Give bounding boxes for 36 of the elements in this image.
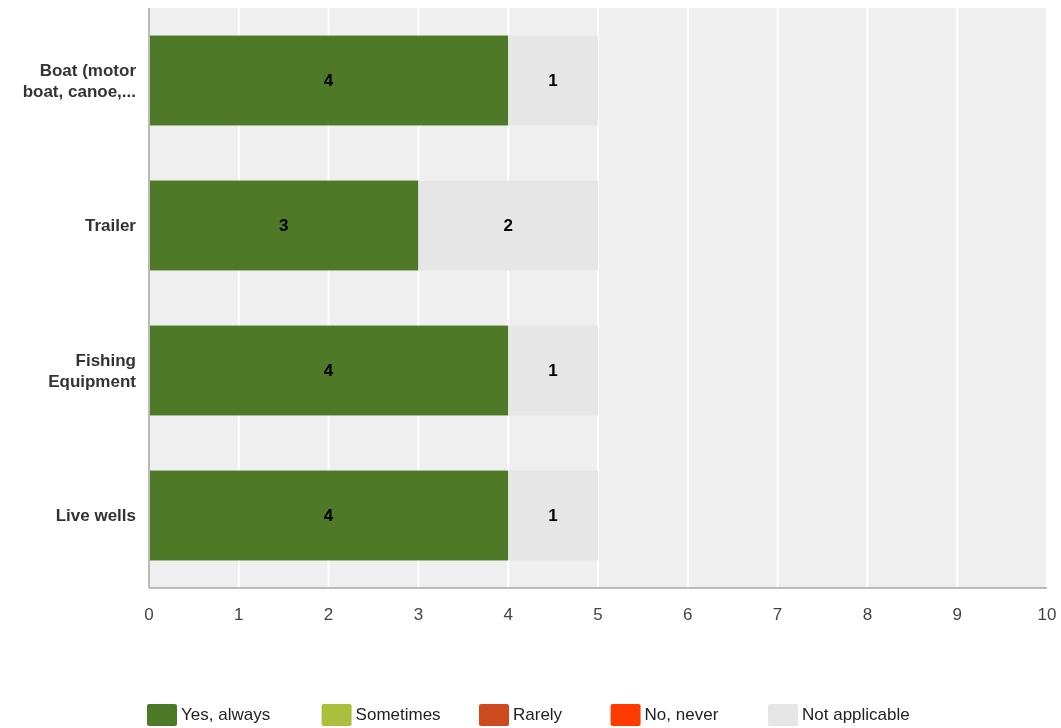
x-tick-label: 6 xyxy=(683,605,693,624)
data-label: 2 xyxy=(503,216,513,236)
legend-label: No, never xyxy=(644,704,719,724)
data-label: 4 xyxy=(323,506,334,526)
x-tick-label: 5 xyxy=(593,605,603,624)
x-tick-label: 2 xyxy=(323,605,334,624)
bar xyxy=(149,325,509,416)
data-label: 3 xyxy=(278,216,289,236)
bar xyxy=(508,325,598,416)
data-label: 4 xyxy=(323,361,334,381)
x-tick-label: 7 xyxy=(772,605,783,624)
bar xyxy=(508,470,598,561)
x-tick-label: 4 xyxy=(503,605,513,624)
x-tick-label: 3 xyxy=(413,605,424,624)
bar xyxy=(508,35,598,126)
y-tick-label: Fishing Equipment xyxy=(48,351,137,391)
bar xyxy=(149,180,419,271)
data-label: 1 xyxy=(548,506,558,526)
legend-label: Yes, always xyxy=(181,704,271,724)
y-tick-label: Boat (motor boat, canoe,... xyxy=(22,61,137,101)
y-tick-label: Trailer xyxy=(84,216,137,236)
legend-label: Not applicable xyxy=(802,704,910,724)
data-label: 1 xyxy=(548,71,558,91)
legend-label: Sometimes xyxy=(355,704,441,724)
bar xyxy=(418,180,598,271)
bar xyxy=(149,35,509,126)
bar xyxy=(149,470,509,561)
x-tick-label: 9 xyxy=(952,605,962,624)
y-tick-label: Live wells xyxy=(55,506,136,526)
legend-label: Rarely xyxy=(513,704,563,724)
x-tick-label: 8 xyxy=(862,605,873,624)
x-tick-label: 10 xyxy=(1037,605,1057,624)
data-label: 1 xyxy=(548,361,558,381)
data-label: 4 xyxy=(323,71,334,91)
x-tick-label: 1 xyxy=(234,605,244,624)
x-tick-label: 0 xyxy=(144,605,154,624)
